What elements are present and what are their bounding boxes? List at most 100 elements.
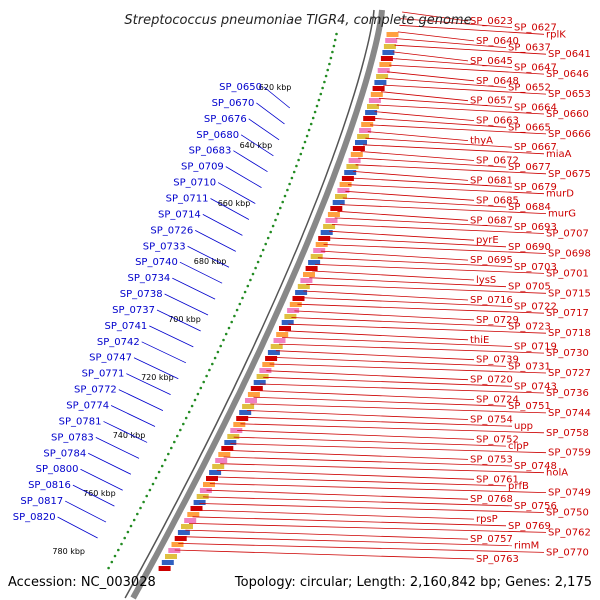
gene-label-plus: SP_0652 bbox=[508, 82, 551, 93]
gc-dot bbox=[264, 242, 268, 246]
leader-line bbox=[317, 257, 513, 268]
gc-dot bbox=[163, 458, 167, 462]
plus-feature bbox=[320, 230, 333, 235]
leader-line bbox=[385, 78, 507, 88]
backbone-inner-arc bbox=[124, 9, 375, 599]
gc-dot bbox=[179, 428, 182, 432]
gene-label-plus: SP_0744 bbox=[548, 408, 591, 419]
gc-dot bbox=[170, 446, 173, 450]
gc-dot bbox=[276, 212, 280, 216]
gene-label-plus: SP_0698 bbox=[548, 249, 591, 260]
plus-feature bbox=[344, 170, 357, 175]
plus-feature bbox=[370, 92, 383, 97]
leader-line bbox=[297, 303, 545, 314]
plus-feature bbox=[270, 344, 283, 349]
gc-dot bbox=[224, 332, 228, 336]
gc-dot bbox=[235, 308, 239, 312]
gc-dot bbox=[182, 422, 185, 426]
leader-line bbox=[396, 38, 507, 48]
plus-feature bbox=[187, 512, 200, 517]
gene-label-plus: SP_0690 bbox=[508, 242, 551, 253]
gc-dot bbox=[222, 338, 225, 342]
plus-feature bbox=[273, 338, 286, 343]
gc-dot bbox=[110, 560, 114, 564]
gene-label-plus: SP_0677 bbox=[508, 162, 551, 173]
leader-line bbox=[220, 463, 545, 474]
gc-dot bbox=[230, 320, 233, 324]
plus-feature bbox=[174, 536, 187, 541]
gc-dot bbox=[145, 494, 148, 498]
leader-line bbox=[230, 443, 547, 454]
leader-line bbox=[223, 456, 513, 467]
plus-feature bbox=[295, 290, 308, 295]
gene-label-minus: SP_0714 bbox=[158, 209, 201, 220]
gene-label-minus: SP_0733 bbox=[143, 241, 186, 252]
gc-dot bbox=[288, 182, 291, 186]
gene-label-plus: SP_0722 bbox=[514, 302, 557, 313]
plus-feature bbox=[352, 146, 365, 151]
gene-label-plus: SP_0664 bbox=[514, 102, 557, 113]
gene-label-minus: SP_0742 bbox=[97, 337, 140, 348]
gene-label-plus: SP_0727 bbox=[548, 368, 591, 379]
gene-label-plus: thiE bbox=[470, 335, 489, 346]
leader-line bbox=[275, 350, 475, 361]
leader-line bbox=[188, 523, 547, 533]
leader-line bbox=[149, 325, 194, 348]
gc-dot bbox=[315, 104, 319, 108]
leader-line bbox=[256, 390, 475, 400]
gene-label-plus: SP_0647 bbox=[514, 63, 557, 74]
gene-label-minus: SP_0820 bbox=[13, 512, 56, 523]
backbone-arc bbox=[130, 9, 385, 600]
gc-dot bbox=[139, 506, 142, 510]
plus-feature bbox=[193, 500, 206, 505]
gc-dot bbox=[233, 314, 236, 318]
gc-dot bbox=[303, 140, 307, 144]
plus-feature bbox=[308, 260, 321, 265]
gene-label-minus: SP_0747 bbox=[89, 353, 132, 364]
leader-line bbox=[381, 91, 469, 102]
leader-line bbox=[209, 483, 547, 493]
plus-feature bbox=[382, 50, 395, 55]
leader-line bbox=[216, 469, 475, 480]
gene-label-plus: rpsP bbox=[476, 514, 498, 525]
plus-feature bbox=[289, 302, 302, 307]
kbp-tick-label: 760 kbp bbox=[83, 489, 116, 498]
gene-label-plus: SP_0757 bbox=[470, 534, 513, 545]
plus-feature bbox=[305, 266, 318, 271]
gene-label-minus: SP_0800 bbox=[36, 464, 79, 475]
gene-label-plus: SP_0637 bbox=[508, 43, 551, 54]
gene-label-minus: SP_0772 bbox=[74, 385, 117, 396]
plus-feature bbox=[227, 434, 240, 439]
leader-line bbox=[358, 157, 507, 168]
gene-label-minus: SP_0781 bbox=[59, 416, 102, 427]
gene-label-plus: SP_0645 bbox=[470, 56, 513, 67]
gc-dot bbox=[202, 380, 205, 384]
gc-dot bbox=[113, 554, 117, 558]
gc-dot bbox=[199, 386, 203, 390]
gc-dot bbox=[269, 230, 273, 234]
gc-dot bbox=[333, 38, 337, 42]
leader-line bbox=[126, 373, 171, 396]
plus-feature bbox=[190, 506, 203, 511]
plus-feature bbox=[297, 284, 310, 289]
gc-dot bbox=[160, 464, 164, 468]
plus-feature bbox=[250, 386, 263, 391]
gc-dot bbox=[335, 32, 338, 36]
leader-line bbox=[199, 503, 545, 513]
leader-line bbox=[248, 118, 280, 141]
gene-label-plus: rimM bbox=[514, 541, 539, 552]
leader-line bbox=[133, 357, 179, 380]
leader-line bbox=[243, 416, 513, 427]
gc-dot bbox=[167, 452, 170, 456]
leader-line bbox=[362, 144, 545, 155]
gene-label-minus: SP_0650 bbox=[219, 82, 262, 93]
leader-line bbox=[331, 224, 545, 234]
leader-line bbox=[263, 86, 291, 109]
accession: Accession: NC_003028 bbox=[8, 575, 156, 590]
leader-line bbox=[278, 343, 545, 354]
gene-label-minus: SP_0734 bbox=[127, 273, 170, 284]
gene-label-plus: SP_0769 bbox=[508, 521, 551, 532]
leader-line bbox=[347, 184, 545, 195]
